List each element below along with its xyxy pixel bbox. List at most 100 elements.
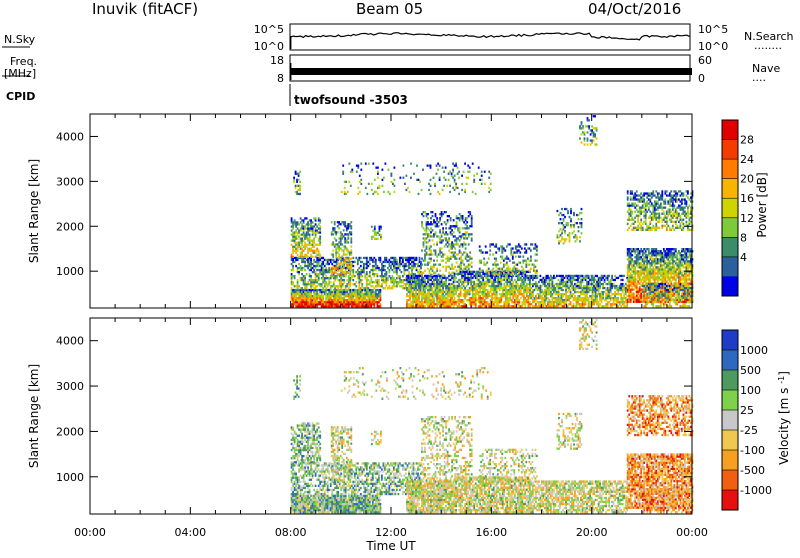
echo-cell: [402, 259, 404, 261]
echo-cell: [518, 270, 520, 272]
echo-cell: [342, 283, 344, 285]
echo-cell: [291, 229, 293, 231]
echo-cell: [435, 231, 437, 233]
echo-cell: [369, 275, 371, 277]
echo-cell: [451, 297, 453, 299]
echo-cell: [292, 225, 294, 227]
echo-cell: [464, 275, 466, 277]
echo-cell: [550, 275, 552, 277]
echo-cell: [608, 301, 610, 303]
echo-cell: [625, 291, 627, 293]
echo-cell: [535, 243, 537, 245]
echo-cell: [522, 270, 524, 272]
echo-cell: [441, 233, 443, 235]
echo-cell: [622, 291, 624, 293]
echo-cell: [471, 215, 473, 217]
echo-cell: [420, 287, 422, 289]
echo-cell: [373, 287, 375, 289]
echo-cell: [340, 287, 342, 289]
echo-cell: [649, 278, 651, 280]
echo-cell: [432, 215, 434, 217]
echo-cell: [355, 285, 357, 287]
echo-cell: [630, 299, 632, 301]
echo-cell: [439, 264, 441, 266]
echo-cell: [416, 259, 418, 261]
echo-cell: [349, 274, 351, 276]
echo-cell: [581, 133, 583, 135]
echo-cell: [429, 270, 431, 272]
echo-cell: [636, 295, 638, 297]
echo-cell: [456, 221, 458, 223]
echo-cell: [480, 260, 482, 262]
echo-cell: [436, 217, 438, 219]
echo-cell: [313, 269, 315, 271]
echo-cell: [593, 281, 595, 283]
echo-cell: [604, 287, 606, 289]
freq-left-tick-bottom: 8: [277, 72, 284, 85]
echo-cell: [375, 269, 377, 271]
echo-cell: [438, 235, 440, 237]
echo-cell: [315, 291, 317, 293]
echo-cell: [333, 281, 335, 283]
echo-cell: [439, 219, 441, 221]
echo-cell: [661, 252, 663, 254]
echo-cell: [654, 270, 656, 272]
echo-cell: [564, 216, 566, 218]
echo-cell: [373, 275, 375, 277]
echo-cell: [404, 271, 406, 273]
echo-cell: [340, 262, 342, 264]
echo-cell: [586, 275, 588, 277]
echo-cell: [643, 272, 645, 274]
echo-cell: [451, 266, 453, 268]
echo-cell: [564, 232, 566, 234]
echo-cell: [470, 283, 472, 285]
echo-cell: [642, 254, 644, 256]
echo-cell: [429, 262, 431, 264]
echo-cell: [303, 250, 305, 252]
echo-cell: [379, 230, 381, 232]
echo-cell: [406, 301, 408, 303]
echo-cell: [491, 270, 493, 272]
echo-cell: [435, 213, 437, 215]
echo-cell: [307, 221, 309, 223]
echo-cell: [375, 295, 377, 297]
echo-cell: [332, 256, 334, 258]
echo-cell: [463, 241, 465, 243]
echo-cell: [417, 263, 419, 265]
echo-cell: [297, 283, 299, 285]
echo-cell: [374, 228, 376, 230]
echo-cell: [510, 249, 512, 251]
echo-cell: [649, 280, 651, 282]
echo-cell: [466, 293, 468, 295]
echo-cell: [453, 283, 455, 285]
echo-cell: [596, 297, 598, 299]
echo-cell: [524, 281, 526, 283]
echo-cell: [617, 305, 619, 307]
echo-cell: [346, 285, 348, 287]
echo-cell: [421, 264, 423, 266]
echo-cell: [521, 266, 523, 268]
echo-cell: [343, 272, 345, 274]
echo-cell: [310, 254, 312, 256]
echo-cell: [319, 229, 321, 231]
echo-cell: [332, 253, 334, 255]
echo-cell: [419, 269, 421, 271]
echo-cell: [567, 285, 569, 287]
echo-cell: [380, 299, 382, 301]
echo-cell: [664, 268, 666, 270]
echo-cell: [450, 227, 452, 229]
echo-cell: [506, 264, 508, 266]
echo-cell: [432, 287, 434, 289]
echo-cell: [634, 268, 636, 270]
echo-cell: [471, 223, 473, 225]
echo-cell: [307, 256, 309, 258]
echo-cell: [567, 277, 569, 279]
echo-cell: [604, 291, 606, 293]
echo-cell: [496, 303, 498, 305]
echo-cell: [510, 274, 512, 276]
echo-cell: [465, 266, 467, 268]
echo-cell: [472, 277, 474, 279]
echo-cell: [429, 297, 431, 299]
echo-cell: [355, 281, 357, 283]
echo-cell: [426, 231, 428, 233]
